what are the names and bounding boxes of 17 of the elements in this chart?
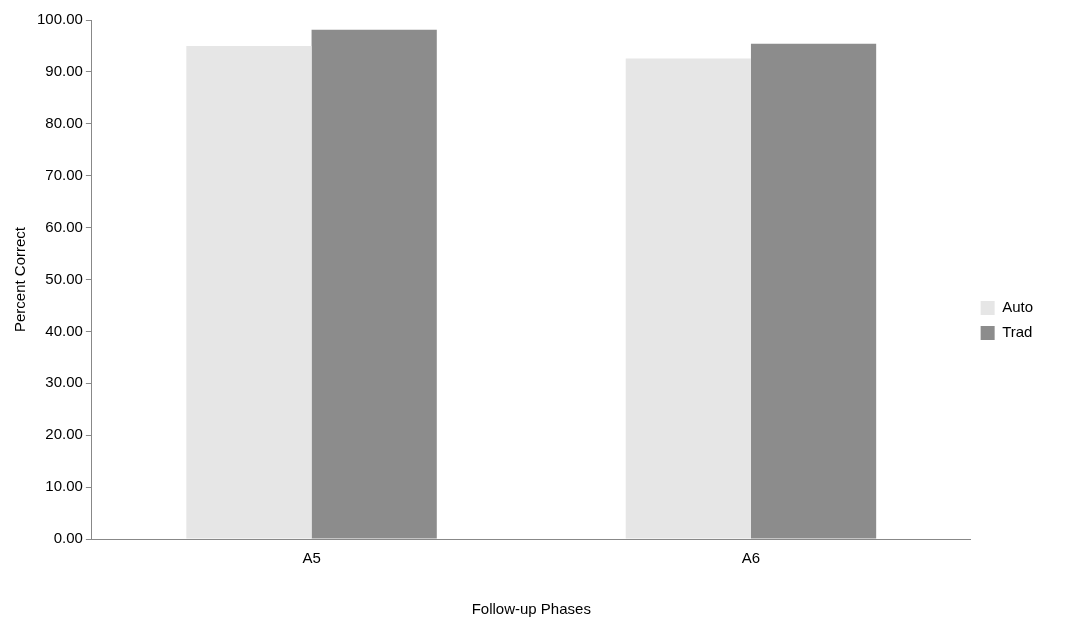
y-axis-title: Percent Correct: [11, 226, 29, 333]
y-tick-label: 80.00: [45, 113, 83, 131]
y-tick-label: 30.00: [45, 373, 83, 391]
x-tick-label: A5: [302, 549, 321, 567]
y-tick-label: 100.00: [36, 10, 83, 28]
x-tick-label: A6: [741, 549, 761, 567]
y-tick-label: 50.00: [45, 269, 83, 287]
y-tick-label: 0.00: [53, 529, 83, 547]
y-tick-label: 90.00: [45, 62, 83, 80]
y-tick-label: 10.00: [45, 477, 83, 495]
y-tick-label: 20.00: [45, 425, 83, 443]
x-axis-title: Follow-up Phases: [471, 600, 591, 618]
y-tick-label: 40.00: [45, 321, 83, 339]
y-tick-label: 70.00: [45, 165, 83, 183]
legend-label: Trad: [1002, 323, 1033, 341]
legend-label: Auto: [1002, 298, 1033, 316]
y-tick-label: 60.00: [45, 217, 83, 235]
